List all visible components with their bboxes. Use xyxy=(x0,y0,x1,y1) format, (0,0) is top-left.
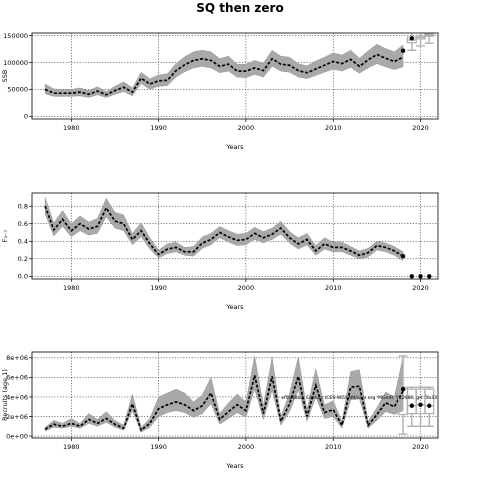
plot-area xyxy=(44,33,435,98)
projection-point xyxy=(418,402,423,407)
projection-point xyxy=(400,386,406,392)
y-tick-label: 0.0 xyxy=(18,273,28,281)
projection-point xyxy=(427,274,432,279)
axes-frame xyxy=(31,351,439,439)
y-axis-label: Recruits (age 1) xyxy=(1,369,9,421)
confidence-band xyxy=(44,355,404,433)
y-tick-label: 6e+06 xyxy=(6,374,28,382)
x-tick-label: 2000 xyxy=(238,284,255,292)
estimate-line xyxy=(44,205,404,257)
projection-point xyxy=(400,253,406,259)
x-tick-label: 1980 xyxy=(63,284,80,292)
x-tick-label: 1990 xyxy=(150,124,167,132)
version-annotation: ef0a48b3, GitHub: ICES-WGSAM/sam.org 'MG… xyxy=(281,395,437,401)
axes-frame xyxy=(31,32,439,120)
confidence-band xyxy=(44,44,404,98)
y-tick-label: 0.4 xyxy=(18,238,28,246)
y-tick-label: 100000 xyxy=(3,59,28,67)
axes-frame xyxy=(31,192,439,280)
x-axis-label: Years xyxy=(225,303,244,311)
x-tick-label: 2020 xyxy=(412,124,429,132)
fishing-mortality-panel: 1980 1990 2000 2010 2020 0.0 0.2 0.4 0.6 0.8 Years… xyxy=(1,192,439,311)
box-iqr xyxy=(406,388,417,415)
y-tick-label: 2e+06 xyxy=(6,413,28,421)
confidence-band xyxy=(44,197,404,261)
projection-point xyxy=(418,274,423,279)
y-tick-label: 0.2 xyxy=(18,255,28,263)
x-tick-label: 1990 xyxy=(150,284,167,292)
x-axis-label: Years xyxy=(225,462,244,470)
plot-area xyxy=(44,355,435,435)
plot-area xyxy=(44,197,404,261)
y-axis-label: F₃₋₇ xyxy=(1,229,9,242)
x-tick-label: 2010 xyxy=(325,443,342,451)
projection-point xyxy=(409,36,415,41)
x-tick-label: 2020 xyxy=(412,284,429,292)
projection-point xyxy=(400,48,406,53)
estimate-line xyxy=(44,373,404,432)
y-tick-label: 150000 xyxy=(3,32,28,40)
box-iqr xyxy=(415,388,426,415)
x-axis-label: Years xyxy=(225,143,244,151)
y-tick-label: 50000 xyxy=(7,86,28,94)
y-tick-label: 0 xyxy=(24,113,28,121)
x-tick-label: 2000 xyxy=(238,124,255,132)
projection-point xyxy=(409,274,415,279)
figure-title: SQ then zero xyxy=(196,1,283,15)
y-tick-label: 0.6 xyxy=(18,220,28,228)
recruitment-panel: 1980 1990 2000 2010 2020 0e+00 2e+06 4e+06 6e+06… xyxy=(1,351,439,470)
ssb-panel: 1980 1990 2000 2010 2020 0 50000 100000 150000 Ye… xyxy=(1,32,439,151)
x-tick-label: 2000 xyxy=(238,443,255,451)
y-axis-label: SSB xyxy=(1,70,9,83)
projection-point xyxy=(409,403,415,408)
y-tick-label: 4e+06 xyxy=(6,393,28,401)
projection-point xyxy=(427,403,432,408)
x-tick-label: 1980 xyxy=(63,443,80,451)
x-tick-label: 1980 xyxy=(63,124,80,132)
y-tick-label: 0e+00 xyxy=(6,432,28,440)
x-tick-label: 2020 xyxy=(412,443,429,451)
y-tick-label: 8e+06 xyxy=(6,354,28,362)
x-tick-label: 2010 xyxy=(325,124,342,132)
x-tick-label: 1990 xyxy=(150,443,167,451)
estimate-line xyxy=(44,53,404,96)
box-iqr xyxy=(424,388,435,415)
x-tick-label: 2010 xyxy=(325,284,342,292)
y-tick-label: 0.8 xyxy=(18,202,28,210)
